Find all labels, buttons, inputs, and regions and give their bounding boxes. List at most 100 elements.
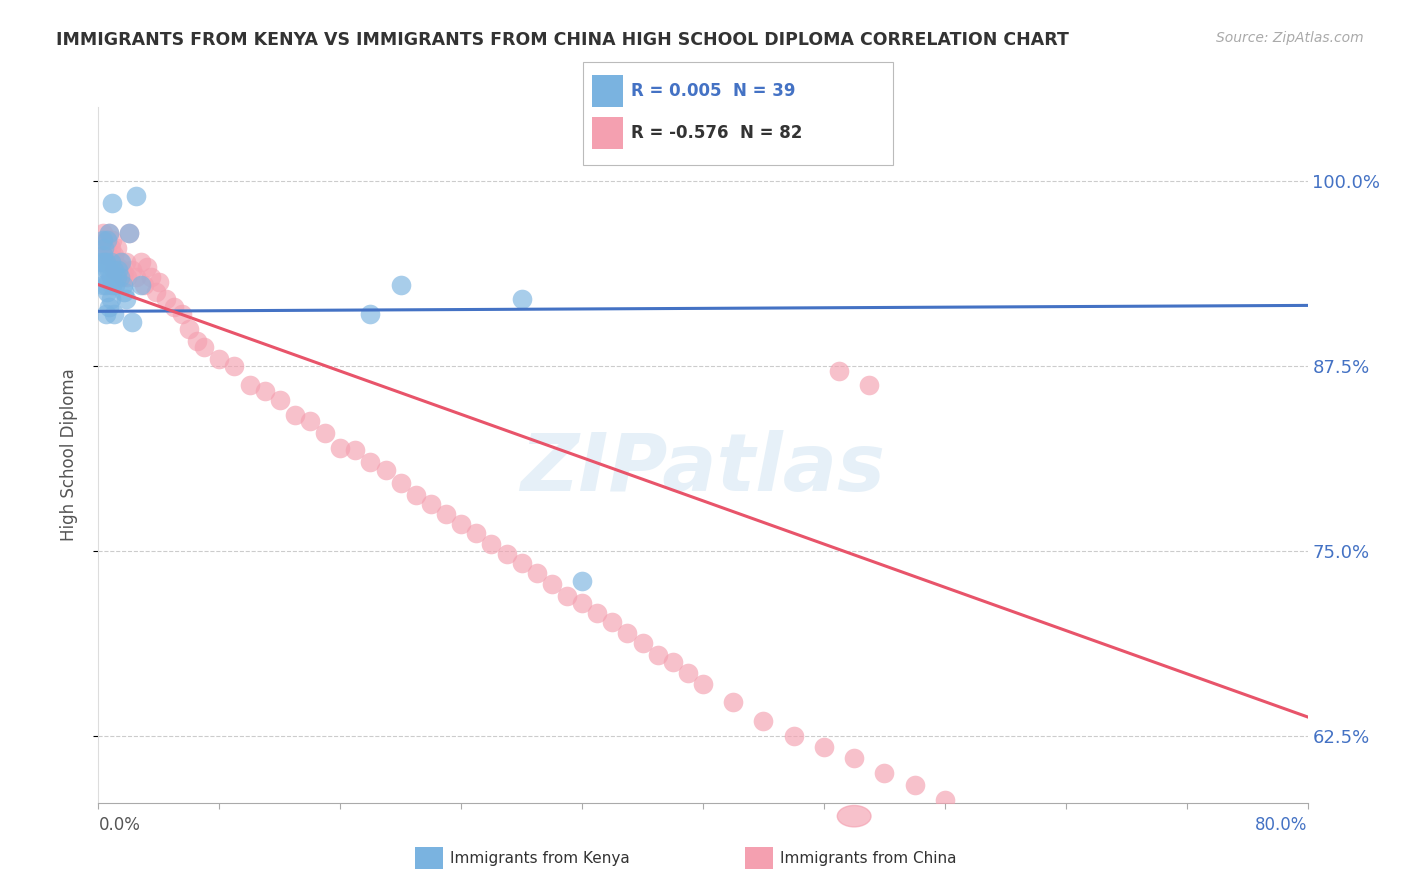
Point bbox=[118, 226, 141, 240]
Point bbox=[904, 778, 927, 792]
Point bbox=[111, 277, 134, 292]
Point bbox=[96, 263, 118, 277]
Point bbox=[98, 263, 121, 277]
Point bbox=[110, 263, 132, 277]
Point bbox=[495, 547, 517, 561]
Point bbox=[98, 255, 121, 269]
Point bbox=[103, 263, 125, 277]
Point bbox=[101, 233, 124, 247]
Point bbox=[389, 277, 412, 292]
Point bbox=[586, 607, 609, 621]
Point bbox=[100, 293, 122, 307]
Point bbox=[94, 277, 117, 292]
Point bbox=[170, 307, 193, 321]
Point bbox=[163, 300, 186, 314]
Point bbox=[96, 233, 118, 247]
Point bbox=[93, 270, 115, 285]
Point bbox=[135, 260, 157, 274]
Point bbox=[94, 248, 117, 262]
Point bbox=[93, 236, 115, 251]
Point bbox=[647, 648, 669, 662]
Point bbox=[121, 315, 143, 329]
Point bbox=[224, 359, 246, 373]
Point bbox=[193, 340, 215, 354]
Point bbox=[100, 255, 122, 269]
Point bbox=[91, 233, 114, 247]
Point bbox=[105, 270, 128, 285]
Text: Immigrants from China: Immigrants from China bbox=[780, 851, 957, 865]
Text: ZIPatlas: ZIPatlas bbox=[520, 430, 886, 508]
Point bbox=[129, 277, 152, 292]
Point bbox=[107, 263, 129, 277]
Point bbox=[676, 665, 699, 680]
Point bbox=[510, 293, 533, 307]
Point bbox=[662, 655, 685, 669]
Point bbox=[692, 677, 714, 691]
Point bbox=[186, 334, 208, 348]
Point bbox=[602, 615, 624, 630]
Point bbox=[100, 241, 122, 255]
Text: 0.0%: 0.0% bbox=[98, 816, 141, 834]
Point bbox=[631, 636, 654, 650]
Point bbox=[329, 441, 352, 455]
Point bbox=[284, 408, 307, 422]
Point bbox=[465, 526, 488, 541]
Point bbox=[934, 793, 956, 807]
Text: 80.0%: 80.0% bbox=[1256, 816, 1308, 834]
Point bbox=[101, 277, 124, 292]
Point bbox=[129, 255, 152, 269]
Point bbox=[155, 293, 177, 307]
Text: R = -0.576  N = 82: R = -0.576 N = 82 bbox=[631, 124, 803, 142]
Point bbox=[96, 233, 118, 247]
Point bbox=[91, 248, 114, 262]
Point bbox=[828, 363, 851, 377]
Point bbox=[360, 307, 382, 321]
Point bbox=[858, 378, 880, 392]
Point bbox=[145, 285, 167, 299]
Point bbox=[111, 270, 134, 285]
Point bbox=[108, 270, 131, 285]
Point bbox=[110, 255, 132, 269]
Point bbox=[107, 260, 129, 274]
Point bbox=[314, 425, 336, 440]
Text: Source: ZipAtlas.com: Source: ZipAtlas.com bbox=[1216, 31, 1364, 45]
Point bbox=[405, 488, 427, 502]
Point bbox=[844, 751, 866, 765]
Text: R = 0.005  N = 39: R = 0.005 N = 39 bbox=[631, 82, 796, 100]
Point bbox=[101, 196, 124, 211]
Text: Immigrants from Kenya: Immigrants from Kenya bbox=[450, 851, 630, 865]
Point bbox=[104, 277, 127, 292]
Point bbox=[510, 556, 533, 570]
Point bbox=[360, 455, 382, 469]
Point bbox=[873, 766, 896, 780]
Text: IMMIGRANTS FROM KENYA VS IMMIGRANTS FROM CHINA HIGH SCHOOL DIPLOMA CORRELATION C: IMMIGRANTS FROM KENYA VS IMMIGRANTS FROM… bbox=[56, 31, 1069, 49]
Point bbox=[118, 226, 141, 240]
Point bbox=[98, 300, 121, 314]
Point bbox=[94, 233, 117, 247]
Point bbox=[813, 739, 835, 754]
Point bbox=[100, 270, 122, 285]
Point bbox=[112, 285, 135, 299]
Point bbox=[420, 497, 443, 511]
Point bbox=[103, 307, 125, 321]
Point bbox=[540, 576, 562, 591]
Point bbox=[616, 625, 638, 640]
Point bbox=[434, 507, 457, 521]
Point bbox=[1054, 832, 1077, 847]
Point bbox=[108, 255, 131, 269]
Point bbox=[98, 226, 121, 240]
Point bbox=[994, 811, 1017, 825]
Point bbox=[148, 275, 170, 289]
Point bbox=[90, 255, 112, 269]
Point bbox=[94, 307, 117, 321]
Point bbox=[179, 322, 201, 336]
Point bbox=[114, 293, 136, 307]
Point bbox=[239, 378, 262, 392]
Point bbox=[450, 517, 472, 532]
Point bbox=[208, 351, 231, 366]
Point bbox=[93, 241, 115, 255]
Point bbox=[121, 263, 143, 277]
Point bbox=[125, 189, 148, 203]
Point bbox=[723, 695, 745, 709]
Point bbox=[94, 255, 117, 269]
